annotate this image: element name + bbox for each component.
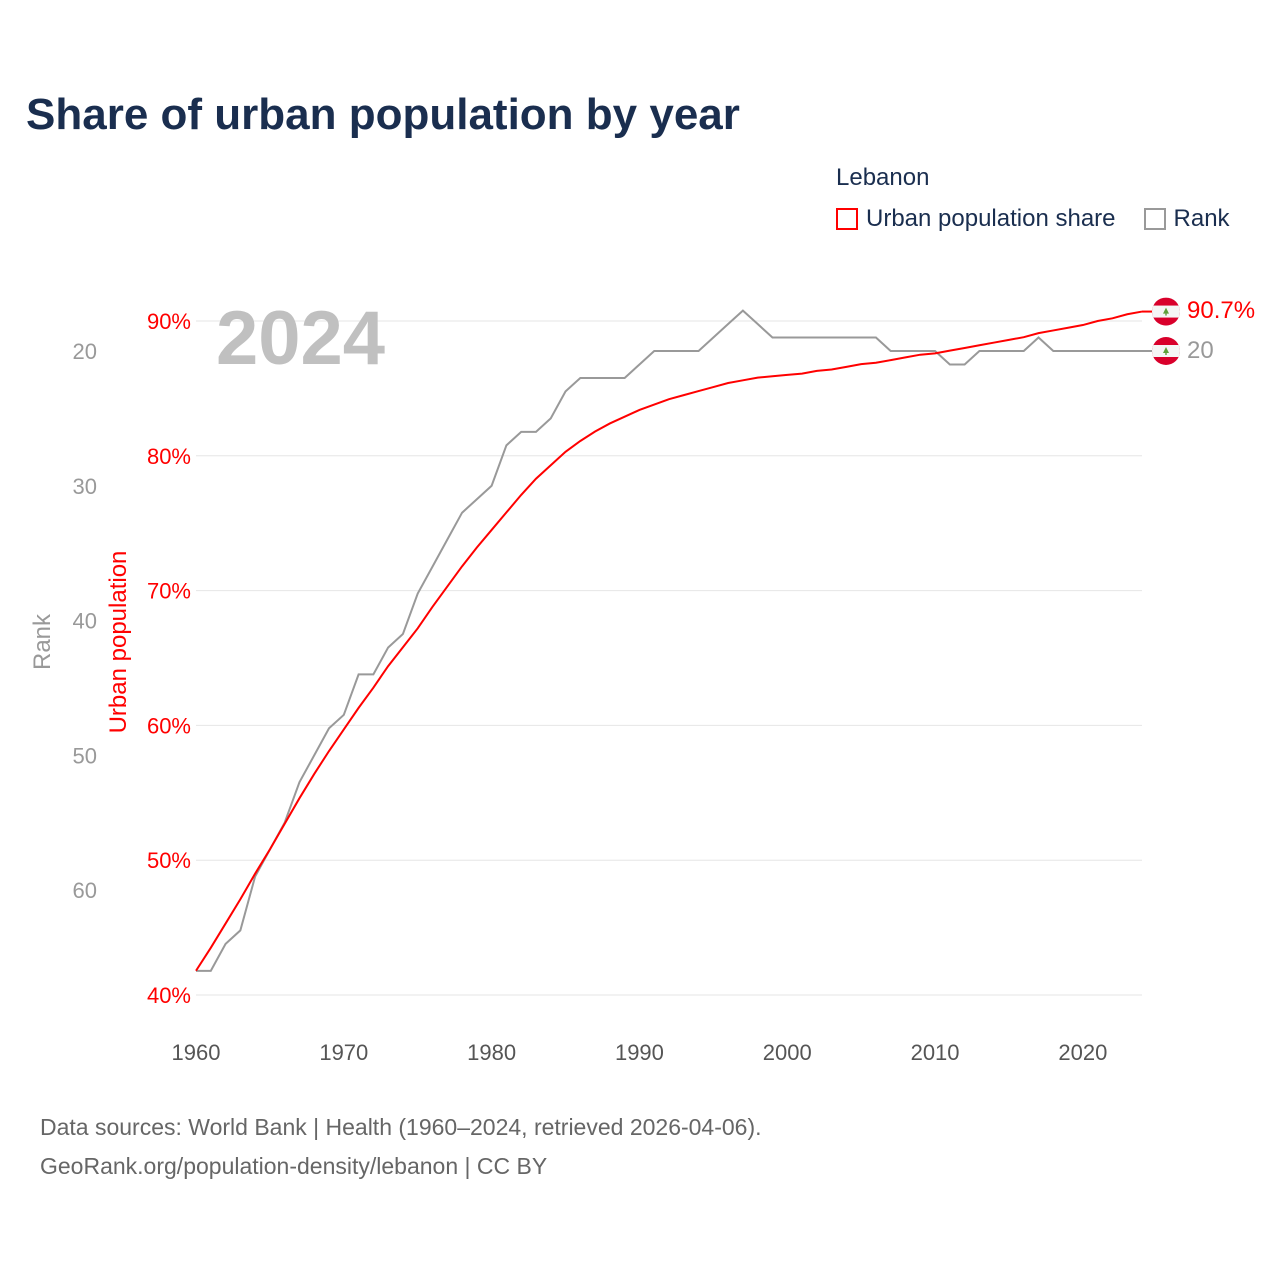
urban-share-line[interactable] — [195, 310, 1143, 972]
y-tick-label: 60% — [147, 713, 191, 738]
y2-tick-label: 30 — [73, 474, 97, 499]
source-line-1: Data sources: World Bank | Health (1960–… — [40, 1114, 762, 1140]
x-tick-label: 1980 — [467, 1040, 516, 1065]
source-note: Data sources: World Bank | Health (1960–… — [40, 1108, 762, 1186]
urban-legend-label[interactable]: Urban population share — [866, 205, 1116, 232]
x-tick-label: 2020 — [1058, 1040, 1107, 1065]
y2-tick-label: 50 — [73, 743, 97, 768]
x-tick-label: 1990 — [615, 1040, 664, 1065]
x-tick-label: 1960 — [172, 1040, 221, 1065]
x-tick-label: 2000 — [763, 1040, 812, 1065]
y-tick-label: 50% — [147, 848, 191, 873]
y-tick-label: 90% — [147, 309, 191, 334]
y-axis-label: Urban population — [105, 551, 132, 734]
urban-flag-icon — [1152, 297, 1180, 326]
x-tick-label: 2010 — [911, 1040, 960, 1065]
year-watermark: 2024 — [216, 296, 385, 381]
y2-tick-label: 60 — [73, 878, 97, 903]
source-line-2[interactable]: GeoRank.org/population-density/lebanon |… — [40, 1153, 548, 1179]
legend-title: Lebanon — [836, 164, 930, 191]
rank-line[interactable] — [196, 309, 1142, 972]
y-tick-label: 80% — [147, 444, 191, 469]
y-tick-label: 40% — [147, 983, 191, 1008]
y2-axis-label: Rank — [29, 613, 56, 670]
urban-legend-swatch[interactable] — [836, 208, 858, 230]
rank-legend-swatch[interactable] — [1143, 208, 1166, 230]
rank-legend-label[interactable]: Rank — [1173, 205, 1230, 232]
rank-end-label: 20 — [1187, 337, 1214, 364]
y-tick-label: 70% — [147, 579, 191, 604]
urban-end-label: 90.7% — [1187, 297, 1255, 324]
rank-flag-icon — [1152, 337, 1180, 365]
y2-tick-label: 40 — [73, 609, 97, 634]
chart-title: Share of urban population by year — [26, 90, 740, 139]
y2-tick-label: 20 — [73, 339, 97, 364]
legend: Urban population share Rank — [836, 205, 1230, 233]
x-tick-label: 1970 — [319, 1040, 368, 1065]
